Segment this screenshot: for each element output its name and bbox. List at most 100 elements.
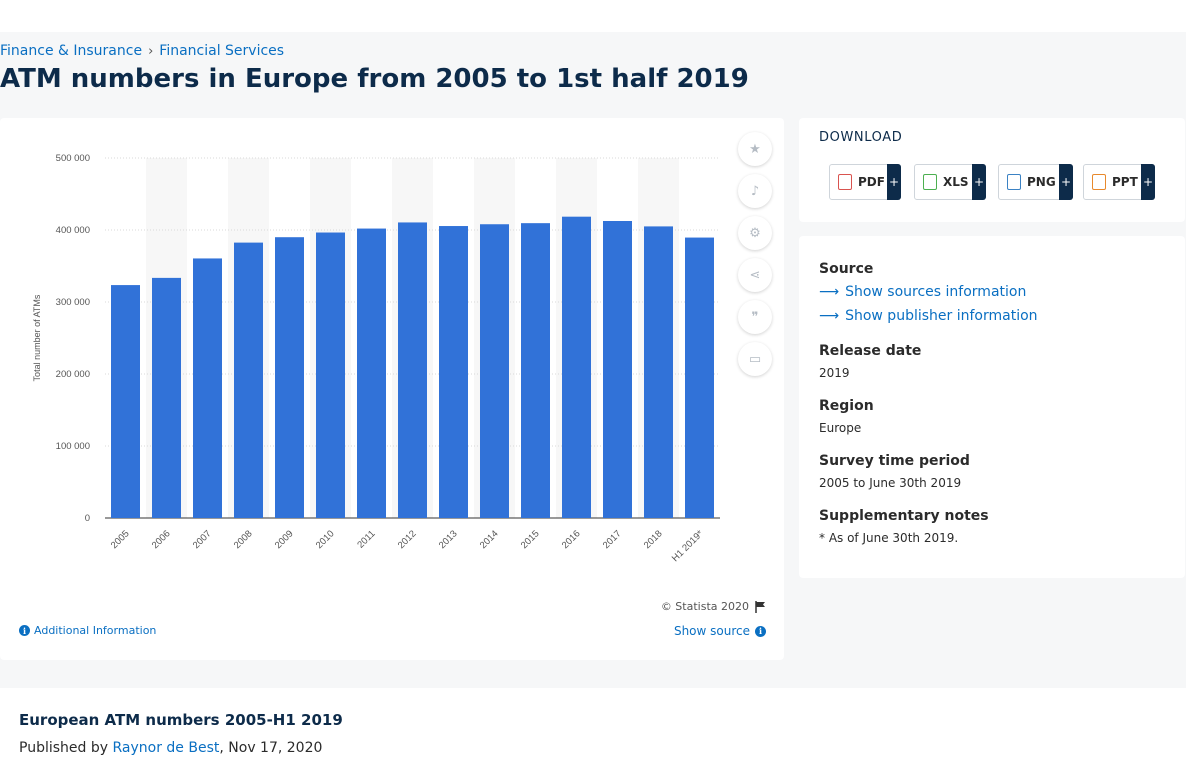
share-button[interactable]: ⋖ <box>738 258 772 292</box>
additional-info-label: Additional Information <box>34 624 157 637</box>
statistic-meta-card: Source ⟶ Show sources information ⟶ Show… <box>799 236 1185 578</box>
show-publisher-link[interactable]: ⟶ Show publisher information <box>819 308 1038 324</box>
breadcrumb-separator: › <box>148 43 154 59</box>
published-by: Published by Raynor de Best, Nov 17, 202… <box>19 740 322 756</box>
y-tick-label: 300 000 <box>56 297 90 308</box>
info-icon: i <box>19 625 30 636</box>
supplementary-notes-heading: Supplementary notes <box>819 508 989 524</box>
show-source-label: Show source <box>673 624 750 638</box>
download-title: DOWNLOAD <box>819 130 903 145</box>
x-tick-label: 2017 <box>601 528 624 551</box>
additional-info-link[interactable]: i Additional Information <box>19 624 156 637</box>
print-button[interactable]: ▭ <box>738 342 772 376</box>
x-tick-label: H1 2019* <box>670 528 706 564</box>
star-icon: ★ <box>749 141 761 157</box>
survey-period-heading: Survey time period <box>819 453 970 469</box>
bar <box>439 226 468 518</box>
quote-icon: ❞ <box>751 309 759 325</box>
region-value: Europe <box>819 421 862 435</box>
bar <box>357 228 386 518</box>
notify-button[interactable]: ♪ <box>738 174 772 208</box>
y-tick-label: 200 000 <box>56 369 90 380</box>
copyright: © Statista 2020 <box>661 600 766 613</box>
release-date-value: 2019 <box>819 366 850 380</box>
top-bar <box>0 0 1186 32</box>
y-tick-label: 400 000 <box>56 225 90 236</box>
x-tick-label: 2008 <box>232 528 255 551</box>
settings-button[interactable]: ⚙ <box>738 216 772 250</box>
breadcrumb-item-finance[interactable]: Finance & Insurance <box>0 43 143 59</box>
print-icon: ▭ <box>748 351 762 367</box>
chart-toolbar: ★ ♪ ⚙ ⋖ ❞ ▭ <box>738 132 772 376</box>
show-publisher-label: Show publisher information <box>845 308 1038 324</box>
breadcrumb: Finance & Insurance › Financial Services <box>0 43 284 59</box>
bar <box>111 285 140 518</box>
chart-card: 0 100 000 200 000 300 000 400 000 500 000 Tota… <box>0 118 784 660</box>
bar <box>275 237 304 518</box>
info-icon: i <box>755 625 766 637</box>
x-tick-label: 2018 <box>642 528 665 551</box>
y-axis-label: Total number of ATMs <box>32 294 42 381</box>
plus-icon: + <box>1141 164 1155 200</box>
x-tick-label: 2011 <box>355 528 377 550</box>
show-source-link[interactable]: Show source i <box>674 624 766 638</box>
download-ppt-label: PPT <box>1112 175 1138 189</box>
survey-period-value: 2005 to June 30th 2019 <box>819 476 962 490</box>
show-sources-link[interactable]: ⟶ Show sources information <box>819 284 1026 300</box>
download-ppt-button[interactable]: PPT + <box>1083 164 1155 200</box>
bar <box>316 232 345 518</box>
xls-icon <box>923 174 937 190</box>
png-icon <box>1007 174 1021 190</box>
bar <box>521 223 550 518</box>
share-icon: ⋖ <box>749 267 761 283</box>
x-tick-label: 2016 <box>560 528 583 551</box>
x-tick-label: 2010 <box>314 528 337 551</box>
y-tick-label: 500 000 <box>56 153 90 164</box>
cite-button[interactable]: ❞ <box>738 300 772 334</box>
source-heading: Source <box>819 261 874 277</box>
breadcrumb-item-financial-services[interactable]: Financial Services <box>159 43 285 59</box>
show-sources-label: Show sources information <box>845 284 1027 300</box>
x-tick-label: 2009 <box>273 528 296 551</box>
bar <box>644 226 673 518</box>
copyright-text: © Statista 2020 <box>660 600 749 613</box>
y-tick-label: 0 <box>85 513 90 524</box>
x-tick-label: 2015 <box>519 528 542 551</box>
ppt-icon <box>1092 174 1106 190</box>
download-png-label: PNG <box>1027 175 1056 189</box>
bar <box>685 237 714 518</box>
bar-chart: 0 100 000 200 000 300 000 400 000 500 000 Tota… <box>32 153 720 564</box>
pdf-icon <box>838 174 852 190</box>
y-tick-label: 100 000 <box>56 441 90 452</box>
x-tick-label: 2013 <box>437 528 460 551</box>
plus-icon: + <box>1059 164 1073 200</box>
download-png-button[interactable]: PNG + <box>998 164 1073 200</box>
bar <box>562 216 591 518</box>
publish-date: , Nov 17, 2020 <box>219 740 323 756</box>
arrow-right-icon: ⟶ <box>819 308 840 324</box>
description-card: European ATM numbers 2005-H1 2019 Publis… <box>0 688 1186 760</box>
bar <box>152 277 181 518</box>
favorite-button[interactable]: ★ <box>738 132 772 166</box>
bell-icon: ♪ <box>750 183 760 199</box>
gear-icon: ⚙ <box>749 225 761 241</box>
page-title: ATM numbers in Europe from 2005 to 1st h… <box>0 64 749 94</box>
x-tick-label: 2007 <box>191 528 214 551</box>
flag-icon[interactable] <box>755 600 766 613</box>
description-title: European ATM numbers 2005-H1 2019 <box>19 711 343 729</box>
plus-icon: + <box>887 164 901 200</box>
bar <box>480 224 509 518</box>
author-link[interactable]: Raynor de Best <box>112 740 220 756</box>
bar <box>398 222 427 518</box>
published-by-label: Published by <box>19 740 109 756</box>
bar <box>234 242 263 518</box>
download-pdf-button[interactable]: PDF + <box>829 164 901 200</box>
download-xls-button[interactable]: XLS + <box>914 164 986 200</box>
x-tick-label: 2006 <box>150 528 173 551</box>
bar <box>193 258 222 518</box>
supplementary-notes-value: * As of June 30th 2019. <box>819 531 959 545</box>
x-tick-label: 2014 <box>478 528 501 551</box>
release-date-heading: Release date <box>819 343 922 359</box>
x-tick-label: 2012 <box>396 528 419 551</box>
plus-icon: + <box>972 164 986 200</box>
